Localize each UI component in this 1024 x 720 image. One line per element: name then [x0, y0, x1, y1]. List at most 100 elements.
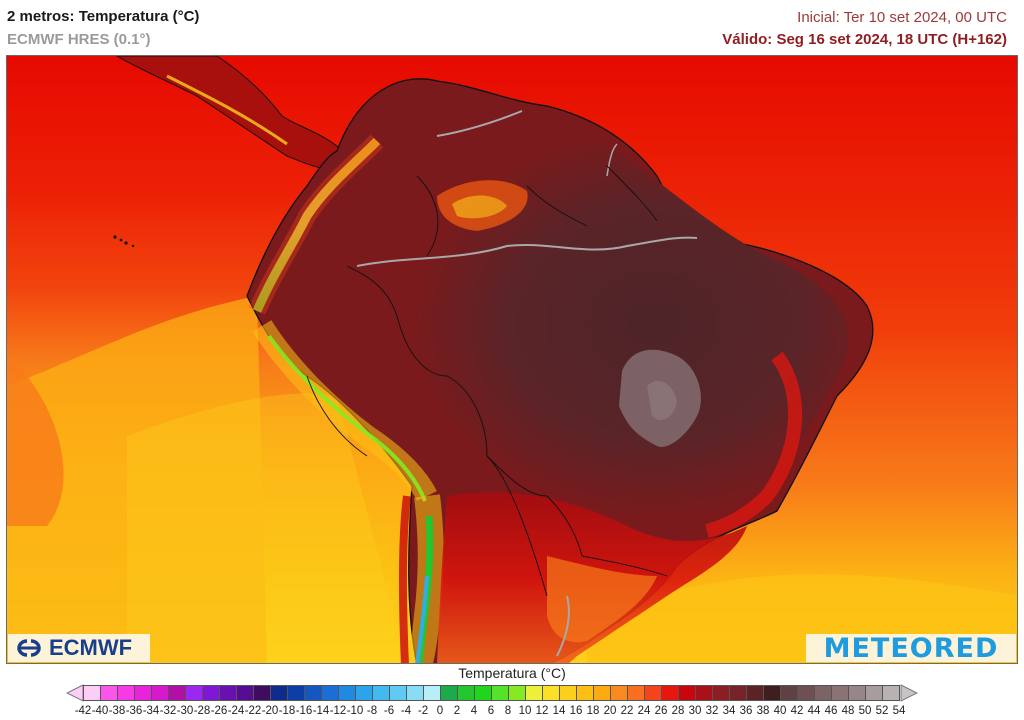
colorbar-tick-label: -38: [108, 705, 126, 717]
colorbar-tick-label: 30: [688, 705, 702, 717]
colorbar-tick-label: 20: [603, 705, 617, 717]
colorbar-swatch: [423, 685, 441, 701]
colorbar-tick-label: -6: [383, 705, 395, 717]
colorbar-swatch: [644, 685, 662, 701]
colorbar-tick-label: 24: [637, 705, 651, 717]
colorbar-swatch: [797, 685, 815, 701]
colorbar-swatch: [831, 685, 849, 701]
colorbar-swatch: [610, 685, 628, 701]
colorbar-swatch: [780, 685, 798, 701]
colorbar-swatch: [542, 685, 560, 701]
colorbar-tick-label: -20: [261, 705, 279, 717]
colorbar-tick-label: -30: [176, 705, 194, 717]
colorbar-swatch: [491, 685, 509, 701]
colorbar-swatch: [168, 685, 186, 701]
colorbar-tick-label: 16: [569, 705, 583, 717]
header-valid-time: Válido: Seg 16 set 2024, 18 UTC (H+162): [722, 31, 1007, 48]
colorbar-high-arrow-icon: [900, 684, 918, 702]
colorbar-tick-label: 40: [773, 705, 787, 717]
colorbar-tick-label: -40: [91, 705, 109, 717]
meteored-logo-text: METEORED: [823, 632, 999, 664]
colorbar-tick-label: 2: [453, 705, 461, 717]
colorbar-swatch: [83, 685, 101, 701]
ecmwf-mark-icon: [12, 639, 46, 657]
colorbar-swatch: [287, 685, 305, 701]
colorbar-tick-label: 38: [756, 705, 770, 717]
colorbar-tick-label: -22: [244, 705, 262, 717]
colorbar-low-arrow-icon: [66, 684, 84, 702]
colorbar-tick-label: 10: [518, 705, 532, 717]
colorbar-swatch: [474, 685, 492, 701]
colorbar-tick-label: 44: [807, 705, 821, 717]
colorbar-swatch: [627, 685, 645, 701]
colorbar-tick-label: -32: [159, 705, 177, 717]
colorbar-swatch: [151, 685, 169, 701]
colorbar-tick-label: 54: [892, 705, 906, 717]
colorbar-tick-label: -42: [74, 705, 92, 717]
colorbar-swatch: [729, 685, 747, 701]
colorbar-swatch: [304, 685, 322, 701]
colorbar-tick-label: 4: [470, 705, 478, 717]
colorbar-swatch: [389, 685, 407, 701]
colorbar-tick-label: -34: [142, 705, 160, 717]
colorbar-tick-label: -26: [210, 705, 228, 717]
colorbar-swatch: [712, 685, 730, 701]
colorbar-tick-label: -2: [417, 705, 429, 717]
colorbar-tick-label: 46: [824, 705, 838, 717]
colorbar-swatch: [202, 685, 220, 701]
colorbar-swatch: [865, 685, 883, 701]
colorbar-tick-label: -8: [366, 705, 378, 717]
colorbar-swatch: [593, 685, 611, 701]
colorbar-tick-label: -18: [278, 705, 296, 717]
colorbar-tick-label: 12: [535, 705, 549, 717]
colorbar-swatch: [576, 685, 594, 701]
colorbar-tick-label: -24: [227, 705, 245, 717]
colorbar-tick-label: 6: [487, 705, 495, 717]
map-canvas: [7, 56, 1017, 663]
colorbar-tick-label: -4: [400, 705, 412, 717]
colorbar-tick-label: 36: [739, 705, 753, 717]
colorbar-swatch: [270, 685, 288, 701]
colorbar-swatch: [321, 685, 339, 701]
ecmwf-logo: ECMWF: [8, 634, 150, 662]
colorbar-swatch: [219, 685, 237, 701]
colorbar-swatch: [882, 685, 900, 701]
colorbar-swatch: [525, 685, 543, 701]
colorbar-tick-label: -16: [295, 705, 313, 717]
colorbar-swatch: [508, 685, 526, 701]
colorbar-tick-label: 34: [722, 705, 736, 717]
colorbar-title: Temperatura (°C): [458, 665, 566, 681]
colorbar-swatch: [763, 685, 781, 701]
colorbar-swatch: [678, 685, 696, 701]
colorbar-tick-label: 28: [671, 705, 685, 717]
meteored-logo: METEORED: [806, 632, 1016, 664]
temperature-map[interactable]: ECMWF METEORED: [6, 55, 1018, 664]
colorbar-swatch: [100, 685, 118, 701]
colorbar-tick-label: 22: [620, 705, 634, 717]
header-initial-time: Inicial: Ter 10 set 2024, 00 UTC: [797, 9, 1007, 26]
colorbar-swatch: [848, 685, 866, 701]
colorbar-tick-label: 50: [858, 705, 872, 717]
colorbar-swatch: [406, 685, 424, 701]
colorbar-tick-label: 32: [705, 705, 719, 717]
colorbar-tick-label: 14: [552, 705, 566, 717]
colorbar-swatch: [355, 685, 373, 701]
ecmwf-logo-text: ECMWF: [49, 635, 133, 660]
colorbar-swatch: [695, 685, 713, 701]
colorbar-tick-label: -14: [312, 705, 330, 717]
colorbar-swatch: [372, 685, 390, 701]
colorbar-swatch: [559, 685, 577, 701]
colorbar-swatch: [253, 685, 271, 701]
colorbar-tick-label: 26: [654, 705, 668, 717]
colorbar-tick-label: 0: [436, 705, 444, 717]
colorbar-tick-label: 18: [586, 705, 600, 717]
colorbar-swatch: [746, 685, 764, 701]
colorbar: [66, 684, 918, 702]
colorbar-tick-label: -28: [193, 705, 211, 717]
colorbar-swatch: [236, 685, 254, 701]
colorbar-tick-label: -36: [125, 705, 143, 717]
colorbar-tick-label: 52: [875, 705, 889, 717]
colorbar-tick-label: 8: [504, 705, 512, 717]
colorbar-swatch: [440, 685, 458, 701]
colorbar-swatch: [814, 685, 832, 701]
